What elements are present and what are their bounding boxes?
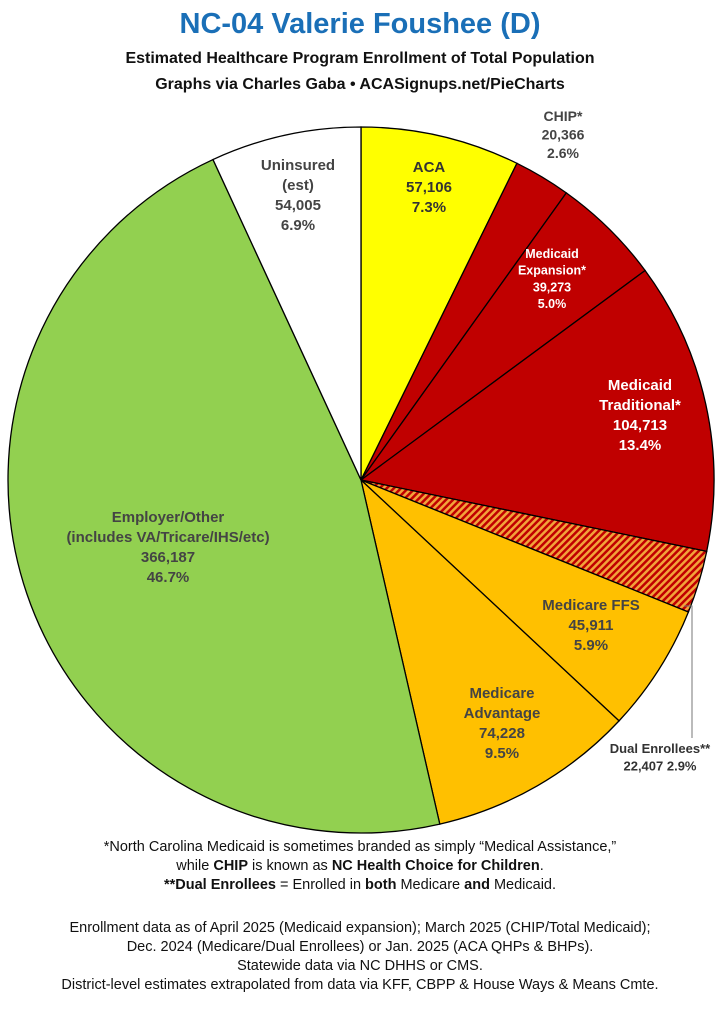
pie-slice-medicaid-traditional xyxy=(359,269,715,553)
footnotes: *North Carolina Medicaid is sometimes br… xyxy=(0,838,720,895)
source-line-4: District-level estimates extrapolated fr… xyxy=(61,977,659,993)
pie-slice-medicare-advantage xyxy=(359,478,620,825)
slice-label-aca: ACA 57,106 7.3% xyxy=(406,159,452,216)
slice-label-employer-other-includes-va-tricare-ihs-etc: Employer/Other (includes VA/Tricare/IHS/e… xyxy=(66,509,269,586)
pie-slice-uninsured-est xyxy=(212,126,362,481)
chart-subtitle: Estimated Healthcare Program Enrollment … xyxy=(125,50,595,67)
source-line-1: Enrollment data as of April 2025 (Medica… xyxy=(69,920,651,936)
slice-label-uninsured-est: Uninsured (est) 54,005 6.9% xyxy=(261,157,335,234)
slice-label-medicaid-expansion: Medicaid Expansion* 39,273 5.0% xyxy=(518,247,586,311)
chart-credit: Graphs via Charles Gaba • ACASignups.net… xyxy=(155,76,565,93)
source-line-3: Statewide data via NC DHHS or CMS. xyxy=(237,958,483,974)
footnote-dual: **Dual Enrollees = Enrolled in both Medi… xyxy=(163,877,557,893)
footnote-chip: while CHIP is known as NC Health Choice … xyxy=(176,858,544,874)
leader-line-dual-enrollees xyxy=(684,605,693,738)
slice-label-medicaid-traditional: Medicaid Traditional* 104,713 13.4% xyxy=(599,377,681,454)
source-line-2: Dec. 2024 (Medicare/Dual Enrollees) or J… xyxy=(126,939,594,955)
slice-label-medicare-ffs: Medicare FFS 45,911 5.9% xyxy=(542,597,640,654)
source-notes: Enrollment data as of April 2025 (Medica… xyxy=(0,919,720,995)
pie-slice-employer-other-includes-va-tricare-ihs-etc xyxy=(7,158,441,834)
slice-label-medicare-advantage: Medicare Advantage 74,228 9.5% xyxy=(464,685,541,762)
chart-title: NC-04 Valerie Foushee (D) xyxy=(179,8,541,40)
pie-slice-medicare-ffs xyxy=(360,479,690,722)
slice-label-chip: CHIP* 20,366 2.6% xyxy=(542,108,585,161)
footnote-medicaid: *North Carolina Medicaid is sometimes br… xyxy=(103,839,617,855)
slice-label-dual-enrollees: Dual Enrollees** 22,407 2.9% xyxy=(610,741,711,773)
pie-slice-aca xyxy=(360,126,518,481)
